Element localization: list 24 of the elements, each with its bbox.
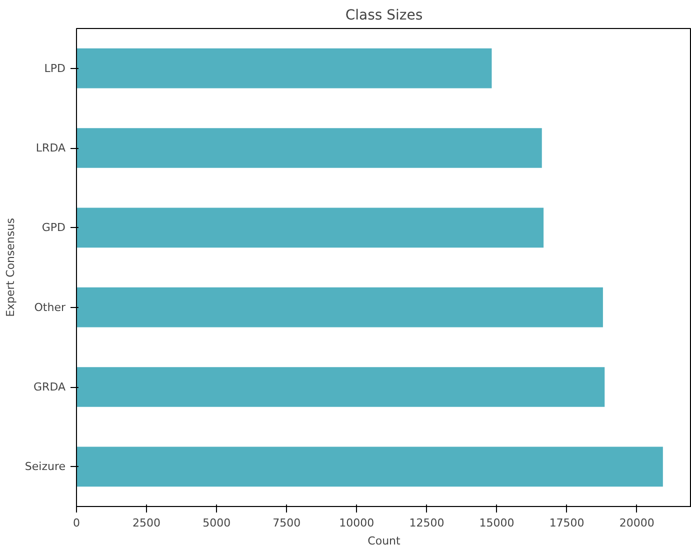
y-tick-label: LRDA [36, 142, 66, 154]
x-tick-label: 15000 [479, 516, 514, 530]
y-tick-label: GRDA [34, 380, 66, 394]
x-tick-label: 5000 [202, 516, 231, 530]
bar [76, 287, 603, 328]
x-tick-label: 2500 [132, 516, 161, 530]
bar [76, 128, 542, 168]
x-tick-label: 10000 [339, 516, 374, 530]
x-tick-label: 7500 [272, 516, 301, 530]
y-tick-label: Seizure [24, 460, 66, 474]
bar [76, 367, 605, 407]
x-axis-title: Count [368, 534, 402, 548]
x-tick-label: 17500 [549, 516, 584, 530]
y-tick-label: LPD [44, 62, 66, 75]
x-tick-label: 12500 [409, 516, 444, 530]
y-tick-label: Other [34, 300, 66, 314]
bar [76, 48, 492, 88]
chart-title: Class Sizes [345, 8, 423, 24]
y-axis-title: Expert Consensus [4, 218, 17, 317]
y-tick-label: GPD [42, 221, 66, 234]
x-tick-label: 0 [73, 516, 80, 530]
bar [76, 446, 663, 487]
x-tick-label: 20000 [619, 516, 654, 530]
bar [76, 208, 544, 248]
